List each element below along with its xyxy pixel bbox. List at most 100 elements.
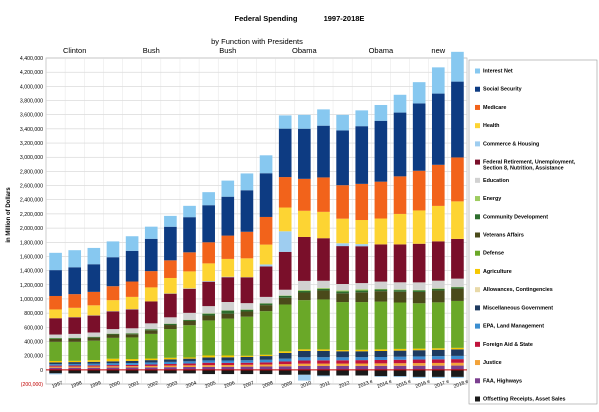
- bar-segment: [88, 292, 101, 305]
- legend-label: Community Development: [483, 214, 548, 220]
- bar-segment: [375, 244, 388, 281]
- bar-segment: [221, 236, 234, 259]
- y-tick-label: 1,000,000: [20, 297, 43, 303]
- bar-segment: [260, 266, 273, 296]
- bar-segment: [202, 360, 215, 362]
- bar-segment: [317, 357, 330, 360]
- bar-segment: [49, 370, 62, 374]
- bar-segment: [88, 315, 101, 332]
- bar-segment: [298, 129, 311, 179]
- bar-segment: [107, 257, 120, 286]
- bar-segment: [394, 113, 407, 177]
- bar-segment: [221, 370, 234, 374]
- bar-segment: [68, 294, 81, 308]
- bar-segment: [68, 367, 81, 368]
- bar-segment: [394, 370, 407, 376]
- bar-segment: [394, 282, 407, 289]
- bar-segment: [394, 303, 407, 349]
- legend-label: FAA, Highways: [483, 378, 522, 384]
- bar-segment: [432, 94, 445, 165]
- bar-segment: [126, 251, 139, 282]
- bar-segment: [298, 211, 311, 237]
- bar-segment: [394, 244, 407, 282]
- bar-segment: [394, 363, 407, 366]
- bar-segment: [451, 82, 464, 158]
- bar-segment: [451, 349, 464, 356]
- bar-segment: [241, 190, 254, 232]
- bar-segment: [202, 370, 215, 374]
- y-tick-label: 800,000: [24, 311, 43, 317]
- bar-segment: [298, 115, 311, 129]
- bar-segment: [126, 361, 139, 363]
- bar-segment: [336, 284, 349, 290]
- bar-segment: [164, 364, 177, 366]
- bar-segment: [88, 362, 101, 364]
- bar-segment: [183, 365, 196, 367]
- bar-segment: [145, 366, 158, 367]
- bar-segment: [413, 82, 426, 103]
- bar-segment: [355, 283, 368, 289]
- bar-segment: [164, 216, 177, 227]
- bar-segment: [164, 294, 177, 318]
- bar-segment: [126, 366, 139, 367]
- bar-segment: [298, 366, 311, 370]
- bar-segment: [413, 377, 426, 378]
- bar-segment: [49, 309, 62, 318]
- bar-segment: [413, 356, 426, 359]
- bar-segment: [145, 227, 158, 239]
- bar-segment: [413, 303, 426, 348]
- bar-segment: [68, 250, 81, 267]
- legend-label: Education: [483, 178, 509, 184]
- bar-segment: [317, 299, 330, 349]
- y-tick-label: 3,400,000: [20, 127, 43, 133]
- bar-segment: [202, 320, 215, 355]
- bar-segment: [183, 361, 196, 363]
- bar-segment: [432, 206, 445, 241]
- bar-segment: [126, 328, 139, 333]
- bar-segment: [202, 363, 215, 365]
- legend-swatch: [475, 342, 480, 347]
- bar-segment: [260, 355, 273, 356]
- bar-segment: [260, 360, 273, 363]
- y-tick-label: 1,400,000: [20, 269, 43, 275]
- bar-segment: [375, 219, 388, 245]
- y-tick-label: 4,000,000: [20, 84, 43, 90]
- president-label: Bush: [219, 46, 236, 55]
- bar-segment: [279, 370, 292, 375]
- y-tick-label: 0: [40, 368, 43, 374]
- bar-segment: [88, 366, 101, 367]
- bar-segment: [260, 155, 273, 173]
- bar-segment: [336, 360, 349, 363]
- bar-segment: [355, 370, 368, 376]
- y-tick-label: 3,000,000: [20, 155, 43, 161]
- bar-segment: [394, 357, 407, 360]
- bar-segment: [202, 306, 215, 313]
- bar-segment: [375, 289, 388, 290]
- y-tick-label: 3,600,000: [20, 113, 43, 119]
- bar-segment: [145, 301, 158, 323]
- bar-segment: [49, 342, 62, 361]
- bar-segment: [394, 290, 407, 292]
- bar-segment: [221, 356, 234, 358]
- bar-segment: [375, 349, 388, 351]
- bar-segment: [241, 232, 254, 259]
- y-tick-label: 600,000: [24, 325, 43, 331]
- legend-label: Justice: [483, 360, 502, 366]
- bar-segment: [317, 351, 330, 357]
- bar-segment: [336, 302, 349, 350]
- bar-segment: [413, 363, 426, 366]
- legend-swatch: [475, 214, 480, 219]
- legend-swatch: [475, 178, 480, 183]
- bar-segment: [355, 220, 368, 244]
- bar-segment: [241, 365, 254, 367]
- bar-segment: [241, 173, 254, 190]
- bar-segment: [241, 312, 254, 317]
- bar-segment: [432, 363, 445, 366]
- bar-segment: [336, 351, 349, 357]
- bar-segment: [202, 205, 215, 242]
- bar-segment: [279, 231, 292, 252]
- bar-segment: [221, 360, 234, 362]
- bar-segment: [336, 243, 349, 246]
